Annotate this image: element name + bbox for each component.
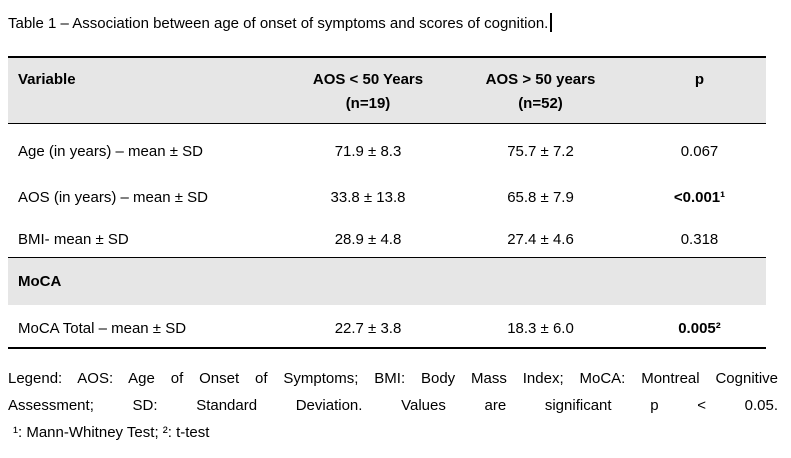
- cell-aos-group1: 33.8 ± 13.8: [330, 189, 406, 206]
- table-row-moca-total: MoCA Total – mean ± SD 22.7 ± 3.8 18.3 ±…: [8, 305, 766, 348]
- header-variable: Variable: [8, 57, 288, 124]
- table-section-row-moca: MoCA: [8, 256, 766, 305]
- header-p-value: p: [633, 57, 766, 124]
- header-aos-under-50-n: (n=19): [345, 95, 391, 112]
- cell-moca-group2: 18.3 ± 6.0: [507, 320, 574, 337]
- cell-aos-p: <0.001¹: [673, 189, 726, 206]
- cell-age-variable: Age (in years) – mean ± SD: [18, 143, 203, 160]
- document-page: Table 1 – Association between age of ons…: [8, 13, 783, 446]
- header-variable-label: Variable: [18, 71, 76, 88]
- table-header-row: Variable AOS < 50 Years (n=19) AOS > 50 …: [8, 57, 766, 124]
- cell-moca-group1: 22.7 ± 3.8: [334, 320, 402, 337]
- cell-age-group2: 75.7 ± 7.2: [507, 143, 574, 160]
- cell-bmi-p: 0.318: [680, 230, 719, 248]
- cell-moca-p: 0.005²: [678, 320, 721, 337]
- cell-aos-variable: AOS (in years) – mean ± SD: [18, 189, 208, 206]
- header-aos-over-50-label: AOS > 50 years: [485, 71, 596, 88]
- table-caption-line[interactable]: Table 1 – Association between age of ons…: [8, 13, 783, 35]
- cell-bmi-variable: BMI- mean ± SD: [18, 230, 129, 248]
- table-caption-text: Table 1 – Association between age of ons…: [8, 15, 549, 32]
- table-legend: Legend: AOS: Age of Onset of Symptoms; B…: [8, 365, 778, 446]
- table-row-bmi: BMI- mean ± SD 28.9 ± 4.8 27.4 ± 4.6 0.3…: [8, 215, 766, 257]
- cell-age-group1: 71.9 ± 8.3: [334, 143, 402, 160]
- cell-moca-variable: MoCA Total – mean ± SD: [18, 320, 187, 337]
- cell-aos-group2: 65.8 ± 7.9: [507, 189, 574, 206]
- legend-line-1: Legend: AOS: Age of Onset of Symptoms; B…: [8, 370, 778, 387]
- cell-bmi-group1: 28.9 ± 4.8: [334, 230, 402, 248]
- header-p-value-label: p: [694, 71, 705, 88]
- cell-age-p: 0.067: [680, 143, 719, 160]
- header-aos-over-50-n: (n=52): [518, 95, 563, 112]
- text-cursor: [550, 13, 552, 32]
- results-table: Variable AOS < 50 Years (n=19) AOS > 50 …: [8, 56, 766, 349]
- table-row-age: Age (in years) – mean ± SD 71.9 ± 8.3 75…: [8, 123, 766, 169]
- header-aos-over-50: AOS > 50 years (n=52): [448, 57, 633, 124]
- section-header-moca: MoCA: [8, 256, 766, 305]
- header-aos-under-50-label: AOS < 50 Years: [312, 71, 424, 88]
- legend-line-2: Assessment; SD: Standard Deviation. Valu…: [8, 397, 778, 414]
- legend-line-3: ¹: Mann-Whitney Test; ²: t-test: [13, 424, 210, 441]
- header-aos-under-50: AOS < 50 Years (n=19): [288, 57, 448, 124]
- table-row-aos: AOS (in years) – mean ± SD 33.8 ± 13.8 6…: [8, 169, 766, 215]
- cell-bmi-group2: 27.4 ± 4.6: [507, 230, 574, 248]
